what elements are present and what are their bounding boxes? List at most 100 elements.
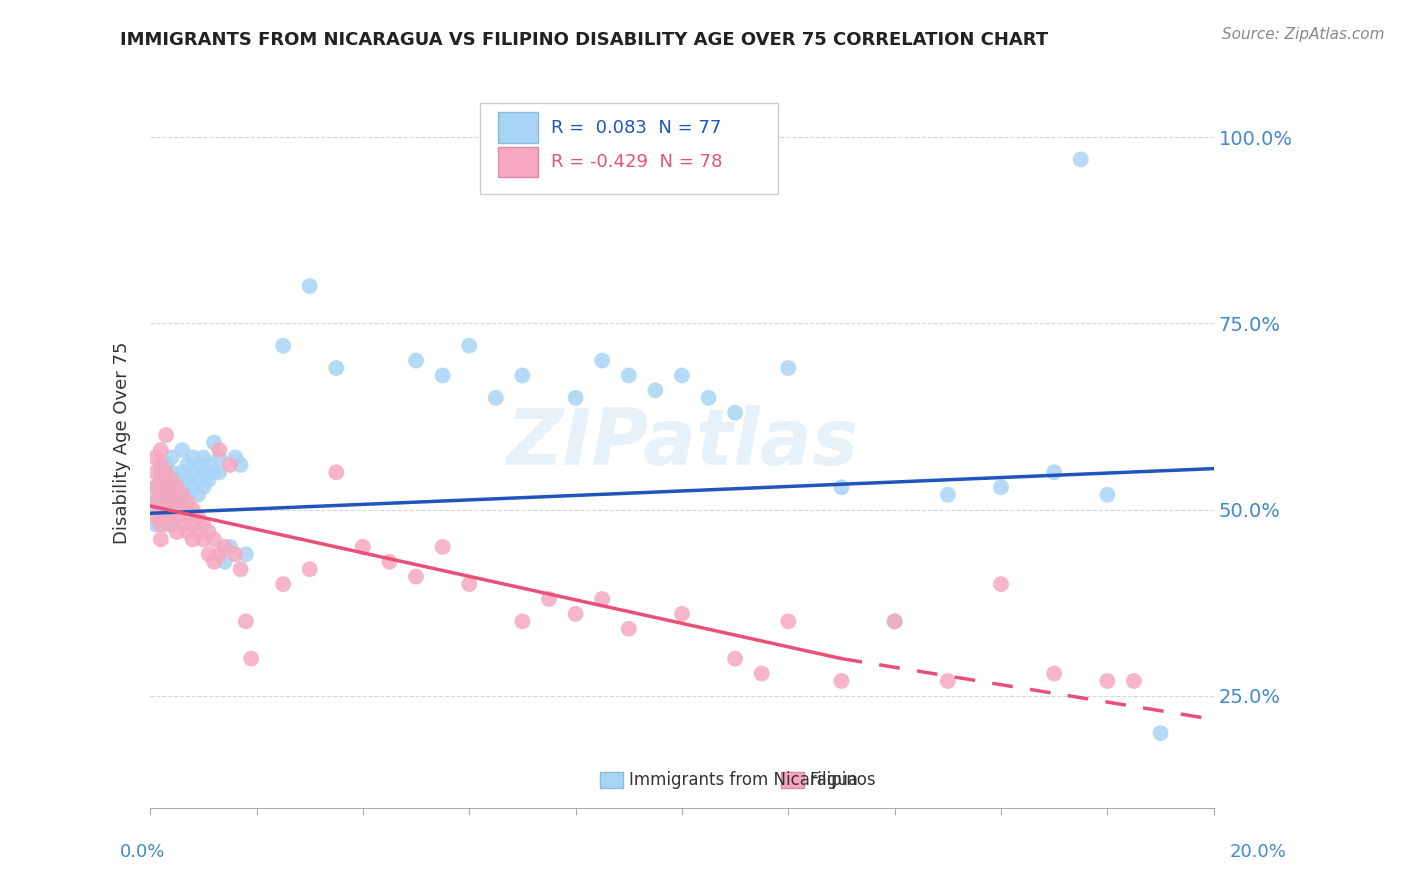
Point: [193, 533, 215, 547]
Point: [155, 510, 177, 524]
Point: [208, 450, 231, 465]
Point: [512, 615, 534, 629]
Point: [458, 339, 481, 353]
FancyBboxPatch shape: [498, 112, 538, 143]
Text: 0.0%: 0.0%: [120, 843, 165, 861]
Point: [155, 502, 177, 516]
Point: [537, 592, 560, 607]
Point: [208, 466, 231, 480]
Point: [145, 480, 167, 494]
Point: [1097, 673, 1119, 688]
Point: [883, 615, 905, 629]
Point: [181, 533, 204, 547]
Point: [193, 480, 215, 494]
Text: Source: ZipAtlas.com: Source: ZipAtlas.com: [1222, 27, 1385, 42]
Point: [176, 510, 198, 524]
Point: [149, 488, 172, 502]
Point: [176, 495, 198, 509]
Point: [325, 466, 347, 480]
Point: [155, 428, 177, 442]
Point: [458, 577, 481, 591]
Point: [990, 480, 1012, 494]
Point: [166, 473, 188, 487]
Point: [224, 547, 246, 561]
Point: [202, 555, 225, 569]
Point: [202, 466, 225, 480]
Point: [617, 368, 640, 383]
Point: [149, 488, 172, 502]
Point: [181, 517, 204, 532]
Point: [240, 651, 263, 665]
FancyBboxPatch shape: [780, 772, 804, 788]
Point: [219, 458, 242, 472]
Point: [149, 533, 172, 547]
Point: [145, 502, 167, 516]
Point: [591, 353, 613, 368]
Point: [208, 547, 231, 561]
Point: [166, 480, 188, 494]
Point: [1097, 488, 1119, 502]
Point: [378, 555, 401, 569]
Point: [229, 458, 252, 472]
Point: [564, 607, 586, 621]
Point: [751, 666, 773, 681]
Point: [512, 368, 534, 383]
Y-axis label: Disability Age Over 75: Disability Age Over 75: [114, 342, 131, 544]
Point: [166, 480, 188, 494]
Point: [219, 540, 242, 554]
Point: [160, 473, 183, 487]
Point: [1043, 666, 1066, 681]
Point: [176, 458, 198, 472]
Point: [193, 517, 215, 532]
Point: [160, 466, 183, 480]
Point: [883, 615, 905, 629]
Point: [145, 510, 167, 524]
Point: [170, 466, 193, 480]
Point: [197, 458, 219, 472]
Point: [170, 517, 193, 532]
Point: [271, 339, 294, 353]
Point: [170, 480, 193, 494]
Point: [778, 615, 800, 629]
Point: [214, 555, 236, 569]
Point: [160, 488, 183, 502]
Point: [181, 480, 204, 494]
Point: [166, 488, 188, 502]
Text: ZIPatlas: ZIPatlas: [506, 405, 858, 481]
Point: [671, 368, 693, 383]
Point: [671, 607, 693, 621]
Point: [145, 495, 167, 509]
Point: [149, 458, 172, 472]
Point: [214, 540, 236, 554]
Point: [352, 540, 374, 554]
Point: [145, 488, 167, 502]
Point: [155, 495, 177, 509]
Point: [644, 384, 666, 398]
Point: [170, 502, 193, 516]
Point: [166, 502, 188, 516]
Point: [830, 480, 852, 494]
Point: [181, 502, 204, 516]
Point: [166, 524, 188, 539]
Point: [298, 562, 321, 576]
Point: [166, 495, 188, 509]
Point: [298, 279, 321, 293]
Point: [229, 562, 252, 576]
Point: [1149, 726, 1171, 740]
Point: [187, 524, 209, 539]
Point: [145, 480, 167, 494]
Point: [187, 510, 209, 524]
Point: [405, 569, 427, 583]
Point: [187, 473, 209, 487]
Point: [176, 473, 198, 487]
Point: [936, 488, 959, 502]
Point: [155, 458, 177, 472]
Point: [432, 368, 454, 383]
Point: [197, 547, 219, 561]
Point: [149, 473, 172, 487]
FancyBboxPatch shape: [479, 103, 778, 194]
Point: [170, 442, 193, 457]
Point: [830, 673, 852, 688]
Text: Immigrants from Nicaragua: Immigrants from Nicaragua: [628, 771, 858, 789]
Text: IMMIGRANTS FROM NICARAGUA VS FILIPINO DISABILITY AGE OVER 75 CORRELATION CHART: IMMIGRANTS FROM NICARAGUA VS FILIPINO DI…: [120, 31, 1047, 49]
